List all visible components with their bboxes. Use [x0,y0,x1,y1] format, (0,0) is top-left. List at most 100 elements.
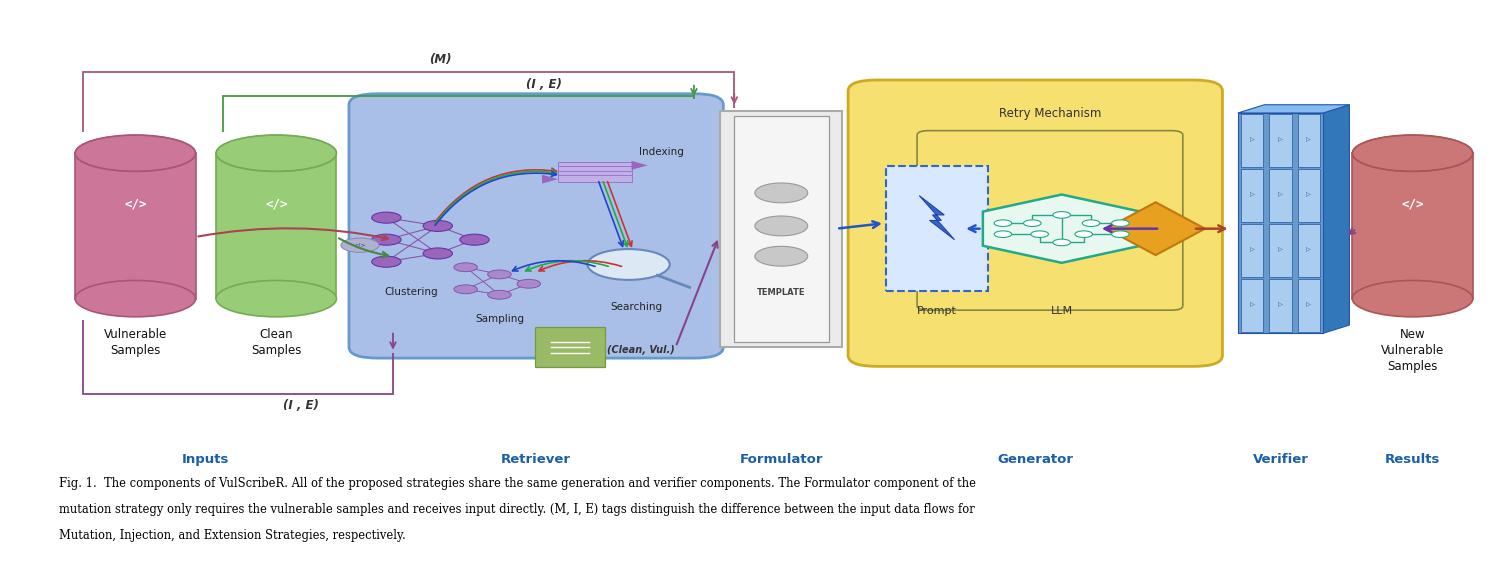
Circle shape [454,263,478,271]
Circle shape [995,231,1011,238]
FancyBboxPatch shape [1240,114,1263,167]
Circle shape [517,279,541,288]
Circle shape [1112,231,1129,238]
Text: </>: </> [124,197,147,210]
FancyBboxPatch shape [1297,169,1320,222]
Text: Clean
Samples: Clean Samples [252,328,301,357]
Text: (Clean, Vul.): (Clean, Vul.) [607,345,674,355]
Text: Retriever: Retriever [502,454,571,466]
Ellipse shape [216,135,337,171]
Circle shape [372,256,401,268]
FancyBboxPatch shape [1269,224,1291,277]
Text: ▷: ▷ [1249,247,1254,252]
Circle shape [488,270,511,279]
Text: Results: Results [1384,454,1440,466]
FancyBboxPatch shape [1353,153,1473,298]
Text: Fig. 1.  The components of VulScribeR. All of the proposed strategies share the : Fig. 1. The components of VulScribeR. Al… [58,477,977,490]
Text: ▷: ▷ [1306,247,1311,252]
Circle shape [1053,212,1071,218]
Text: ▷: ▷ [1278,302,1282,307]
Text: Prompt: Prompt [917,306,957,316]
Circle shape [587,249,670,280]
Circle shape [755,216,807,236]
FancyBboxPatch shape [1237,113,1323,333]
FancyBboxPatch shape [1240,169,1263,222]
Polygon shape [1107,202,1204,255]
Circle shape [1082,220,1100,226]
FancyBboxPatch shape [734,116,828,342]
Text: (I , E): (I , E) [283,400,319,413]
Text: Verifier: Verifier [1252,454,1308,466]
Text: Inputs: Inputs [183,454,229,466]
Circle shape [422,248,452,259]
Text: Vulnerable
Samples: Vulnerable Samples [103,328,166,357]
Ellipse shape [75,280,196,317]
FancyBboxPatch shape [1297,224,1320,277]
Circle shape [488,291,511,299]
Text: </>: </> [354,243,367,248]
Polygon shape [1237,105,1350,113]
Ellipse shape [1353,135,1473,171]
Text: (I , E): (I , E) [526,78,562,91]
FancyBboxPatch shape [885,166,989,292]
Text: Retry Mechanism: Retry Mechanism [999,107,1101,120]
FancyBboxPatch shape [559,162,632,169]
Circle shape [1023,220,1041,226]
Text: Formulator: Formulator [740,454,822,466]
Text: ▷: ▷ [1249,137,1254,142]
FancyBboxPatch shape [721,111,842,347]
Circle shape [995,220,1011,226]
Text: </>: </> [265,197,288,210]
Text: LLM: LLM [1050,306,1073,316]
Text: ▷: ▷ [1278,192,1282,197]
FancyBboxPatch shape [535,327,605,368]
Circle shape [460,234,490,245]
Ellipse shape [75,135,196,171]
Text: ▷: ▷ [1249,302,1254,307]
Circle shape [372,212,401,223]
FancyBboxPatch shape [1269,169,1291,222]
Circle shape [454,285,478,294]
Text: Searching: Searching [610,302,662,312]
Text: ▷: ▷ [1306,192,1311,197]
Circle shape [755,246,807,266]
Ellipse shape [1353,280,1473,317]
Text: TEMPLATE: TEMPLATE [756,288,806,297]
Polygon shape [542,175,559,184]
Circle shape [1031,231,1049,238]
Polygon shape [632,161,647,170]
Text: New
Vulnerable
Samples: New Vulnerable Samples [1381,328,1444,373]
Text: Generator: Generator [998,454,1073,466]
FancyBboxPatch shape [1269,279,1291,332]
Text: Sampling: Sampling [475,314,524,324]
Circle shape [422,220,452,232]
FancyBboxPatch shape [1297,114,1320,167]
FancyBboxPatch shape [1297,279,1320,332]
Polygon shape [983,194,1140,263]
FancyBboxPatch shape [559,171,632,178]
Text: Mutation, Injection, and Extension Strategies, respectively.: Mutation, Injection, and Extension Strat… [58,529,406,542]
Circle shape [342,238,379,252]
Circle shape [1112,220,1129,226]
Text: ▷: ▷ [1278,247,1282,252]
Ellipse shape [216,280,337,317]
Text: Indexing: Indexing [640,147,683,157]
FancyBboxPatch shape [559,175,632,182]
FancyBboxPatch shape [75,153,196,298]
Text: ▷: ▷ [1306,137,1311,142]
Text: ▷: ▷ [1249,192,1254,197]
Circle shape [372,234,401,245]
FancyBboxPatch shape [1240,224,1263,277]
Circle shape [755,183,807,203]
Polygon shape [920,196,954,240]
Polygon shape [1323,105,1350,333]
Text: Clustering: Clustering [385,287,437,297]
FancyBboxPatch shape [349,94,724,358]
Text: </>: </> [1401,197,1423,210]
FancyBboxPatch shape [1269,114,1291,167]
FancyBboxPatch shape [1240,279,1263,332]
Text: ▷: ▷ [1278,137,1282,142]
Text: (M): (M) [430,53,452,66]
FancyBboxPatch shape [216,153,337,298]
Circle shape [1053,239,1071,246]
